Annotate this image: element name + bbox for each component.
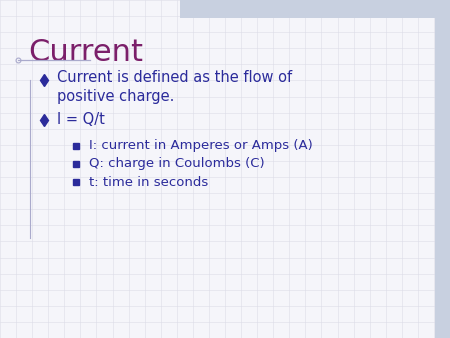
Text: Current: Current xyxy=(28,38,143,67)
Text: positive charge.: positive charge. xyxy=(57,89,175,103)
Text: Q: charge in Coulombs (C): Q: charge in Coulombs (C) xyxy=(89,158,265,170)
Text: Current is defined as the flow of: Current is defined as the flow of xyxy=(57,71,292,86)
Bar xyxy=(435,0,450,338)
Text: t: time in seconds: t: time in seconds xyxy=(89,175,208,189)
Text: I = Q/t: I = Q/t xyxy=(57,113,105,127)
Bar xyxy=(180,0,440,18)
Text: I: current in Amperes or Amps (A): I: current in Amperes or Amps (A) xyxy=(89,140,313,152)
